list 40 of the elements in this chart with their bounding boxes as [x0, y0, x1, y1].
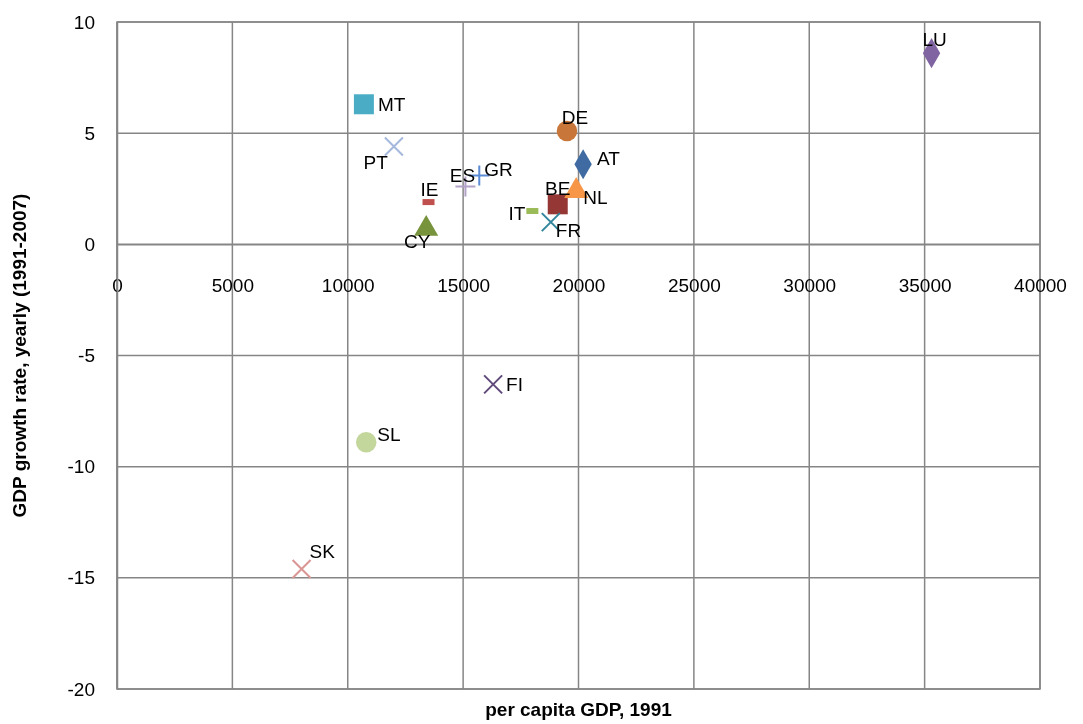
series-label: ES — [449, 165, 476, 187]
point — [383, 136, 404, 157]
y-tick-label: 5 — [84, 122, 95, 144]
x-axis-title: per capita GDP, 1991 — [485, 699, 673, 720]
y-tick-label: 0 — [84, 233, 95, 255]
series-label: SK — [309, 540, 336, 562]
series-label: NL — [583, 186, 608, 208]
point — [355, 431, 377, 453]
y-tick-label: -5 — [78, 345, 95, 367]
series-label: LU — [922, 28, 947, 50]
x-tick-label: 25000 — [667, 274, 721, 296]
x-tick-label: 15000 — [437, 274, 491, 296]
series-label: SL — [377, 423, 401, 445]
point — [291, 558, 312, 579]
series-label: IT — [508, 202, 526, 224]
x-tick-label: 20000 — [552, 274, 606, 296]
series-label: MT — [377, 93, 406, 115]
y-tick-label: -15 — [67, 567, 95, 589]
x-tick-label: 40000 — [1014, 274, 1067, 296]
point — [483, 374, 504, 395]
x-tick-label: 5000 — [211, 274, 255, 296]
series-label: BE — [545, 177, 571, 199]
y-tick-label: -20 — [67, 678, 95, 700]
x-tick-label: 0 — [112, 274, 123, 296]
series-label: CY — [404, 231, 431, 253]
series-label: FR — [555, 219, 582, 241]
x-tick-label: 35000 — [898, 274, 952, 296]
x-tick-label: 10000 — [321, 274, 375, 296]
series-label: IE — [420, 178, 439, 200]
series-label: PT — [363, 152, 389, 174]
x-tick-label: 30000 — [783, 274, 837, 296]
y-tick-label: -10 — [67, 456, 95, 478]
series-label: FI — [506, 374, 524, 396]
series-label: GR — [484, 159, 513, 181]
series-label: AT — [597, 147, 621, 169]
series-label: DE — [561, 106, 589, 128]
y-tick-label: 10 — [73, 11, 95, 33]
point — [353, 94, 374, 115]
y-axis-title: GDP growth rate, yearly (1991-2007) — [9, 193, 30, 518]
point — [547, 194, 568, 215]
